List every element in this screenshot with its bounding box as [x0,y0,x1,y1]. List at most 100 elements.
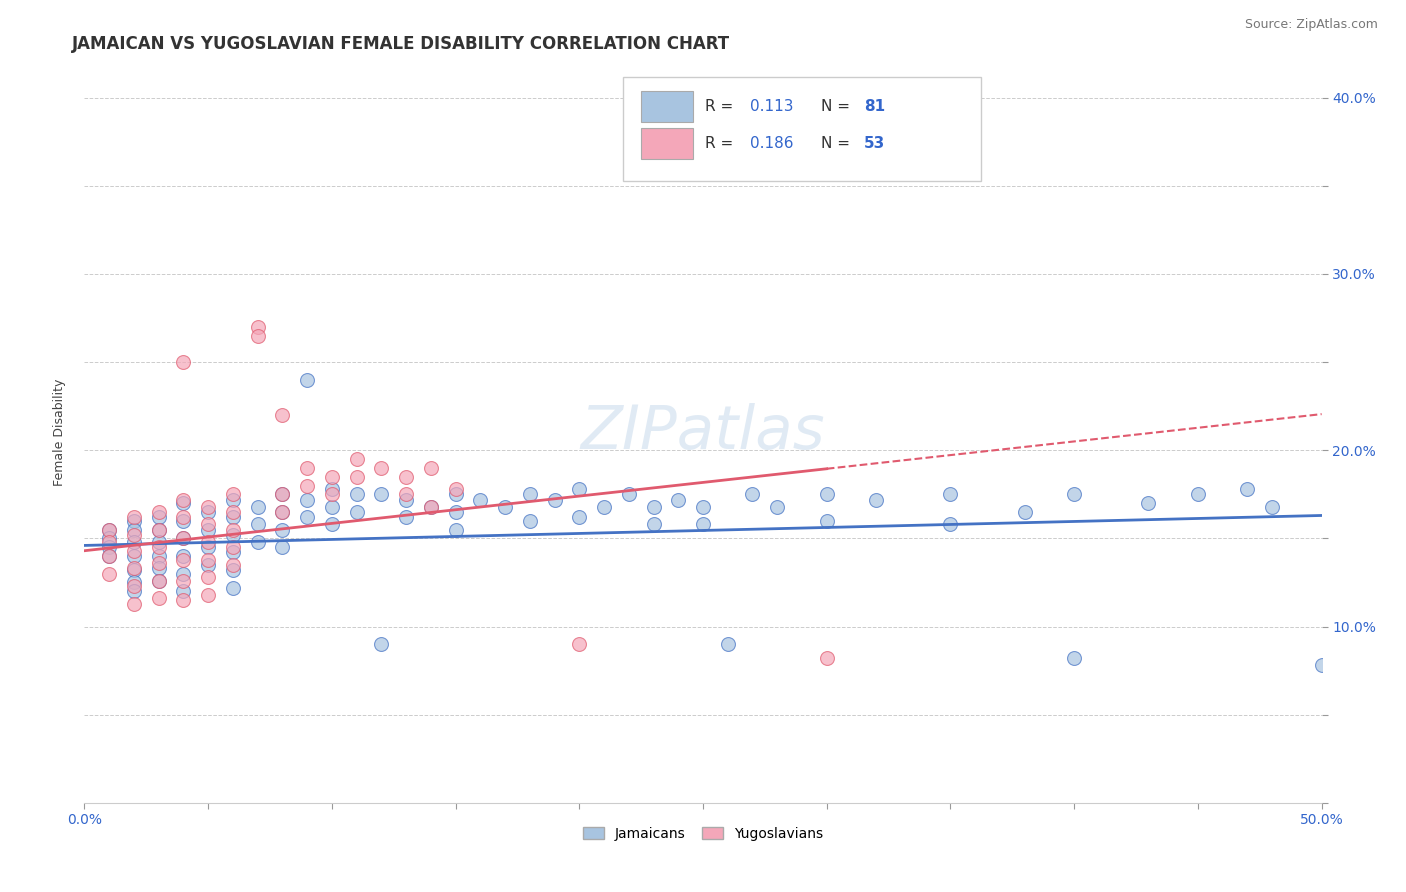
Point [222,581,245,595]
Point [172,566,194,581]
Text: JAMAICAN VS YUGOSLAVIAN FEMALE DISABILITY CORRELATION CHART: JAMAICAN VS YUGOSLAVIAN FEMALE DISABILIT… [72,35,730,53]
Point [346,469,368,483]
Point [122,575,145,590]
Point [939,517,962,532]
Point [1014,505,1036,519]
Point [148,510,170,524]
Point [148,535,170,549]
Point [122,561,145,575]
Point [222,558,245,572]
Point [321,482,343,496]
Point [172,593,194,607]
Point [222,563,245,577]
Point [122,597,145,611]
Point [122,523,145,537]
Point [1310,658,1333,673]
Point [295,461,318,475]
Point [222,545,245,559]
Legend: Jamaicans, Yugoslavians: Jamaicans, Yugoslavians [576,820,830,847]
Point [271,505,294,519]
Point [568,510,591,524]
Text: Source: ZipAtlas.com: Source: ZipAtlas.com [1244,18,1378,31]
Point [172,574,194,588]
Point [172,492,194,507]
Point [939,487,962,501]
Point [395,487,418,501]
Point [172,496,194,510]
Point [815,651,838,665]
Point [321,487,343,501]
Point [122,584,145,599]
Point [346,505,368,519]
Point [197,558,219,572]
Point [692,500,714,514]
Point [122,535,145,549]
Point [197,570,219,584]
Point [617,487,640,501]
Point [543,492,565,507]
Point [643,517,665,532]
Point [148,505,170,519]
FancyBboxPatch shape [641,128,693,160]
Point [122,579,145,593]
Point [1063,651,1085,665]
Point [321,469,343,483]
Point [419,461,441,475]
Point [122,528,145,542]
Point [98,566,121,581]
Point [98,535,121,549]
Text: 0.113: 0.113 [749,99,793,114]
Point [148,523,170,537]
Point [222,487,245,501]
Point [295,510,318,524]
Point [222,510,245,524]
Point [148,561,170,575]
Point [122,514,145,528]
Point [295,478,318,492]
Point [98,549,121,563]
Point [470,492,492,507]
Point [519,487,541,501]
Point [568,482,591,496]
Text: 81: 81 [863,99,884,114]
Point [444,505,467,519]
Point [766,500,789,514]
FancyBboxPatch shape [641,91,693,122]
Text: N =: N = [821,136,855,152]
Point [1187,487,1209,501]
Point [295,373,318,387]
Point [98,523,121,537]
Point [321,517,343,532]
Point [197,535,219,549]
Point [1063,487,1085,501]
Point [1236,482,1258,496]
Point [246,328,269,343]
Point [271,408,294,422]
Point [815,514,838,528]
Point [692,517,714,532]
Text: R =: R = [706,136,738,152]
Text: 0.186: 0.186 [749,136,793,152]
Point [148,523,170,537]
Point [321,500,343,514]
Point [643,500,665,514]
Point [122,549,145,563]
Point [98,549,121,563]
Point [148,574,170,588]
Point [246,517,269,532]
Point [419,500,441,514]
Point [172,355,194,369]
Point [271,523,294,537]
Point [568,637,591,651]
Point [741,487,763,501]
Point [295,492,318,507]
Point [197,505,219,519]
Point [593,500,616,514]
Point [395,469,418,483]
Point [419,500,441,514]
Point [148,556,170,570]
Point [222,528,245,542]
Point [444,487,467,501]
Point [666,492,689,507]
Point [717,637,740,651]
